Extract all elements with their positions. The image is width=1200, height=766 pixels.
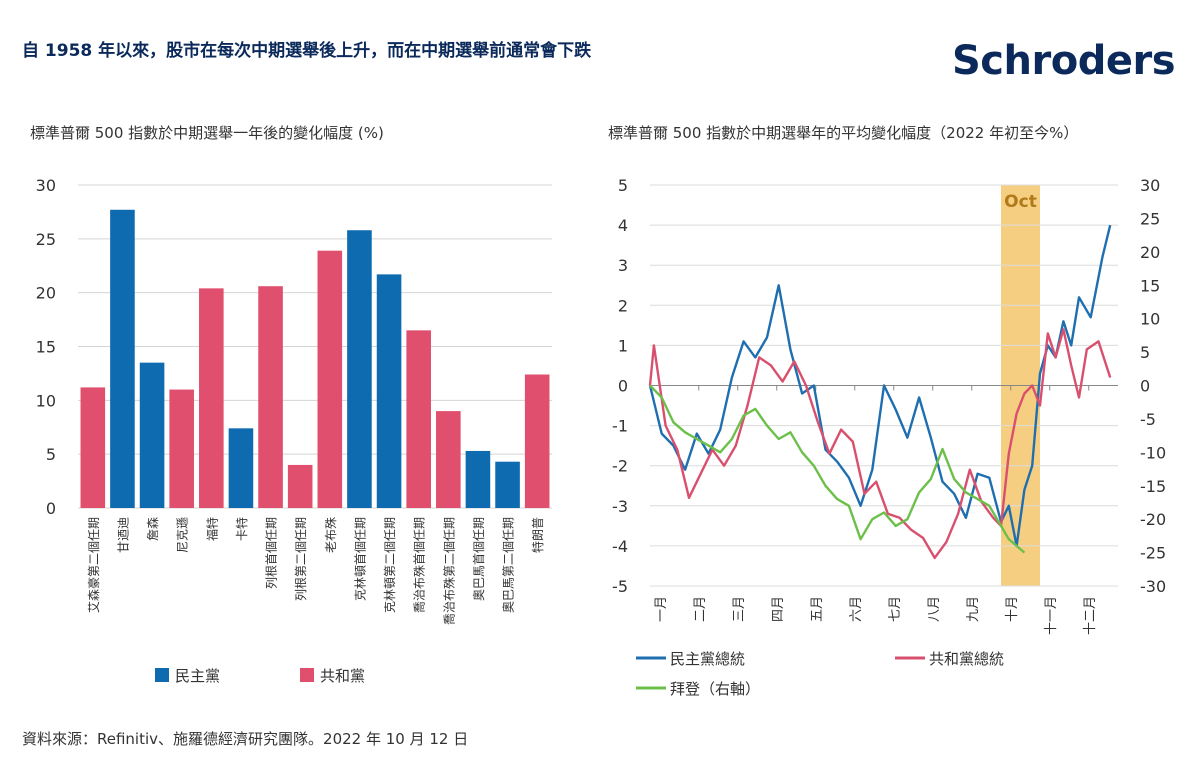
bar (199, 288, 224, 508)
bar (436, 411, 461, 508)
x-tick-label: 五月 (810, 596, 825, 622)
legend-swatch (300, 668, 314, 682)
bar (228, 428, 254, 508)
x-tick-label: 四月 (771, 596, 786, 622)
series-line (648, 328, 1112, 560)
y-tick-label: 10 (36, 391, 56, 410)
x-tick-label: 一月 (654, 596, 669, 622)
legend-label: 拜登（右軸） (670, 680, 760, 698)
y-tick-label: 25 (36, 230, 56, 249)
legend-label: 共和黨總統 (929, 650, 1004, 668)
x-tick-label: 八月 (927, 596, 942, 622)
y-left-tick-label: -2 (612, 457, 628, 476)
x-tick-label: 十一月 (1044, 596, 1059, 635)
x-tick-label: 尼克遜 (175, 517, 190, 553)
x-tick-label: 九月 (966, 596, 981, 622)
y-tick-label: 30 (36, 176, 56, 195)
x-tick-label: 二月 (693, 596, 708, 622)
x-tick-label: 卡特 (234, 517, 249, 541)
y-right-tick-label: 25 (1140, 209, 1160, 228)
right-chart-title: 標準普爾 500 指數於中期選舉年的平均變化幅度（2022 年初至今%） (608, 124, 1079, 142)
bar (347, 230, 372, 508)
y-left-tick-label: -5 (612, 577, 628, 596)
x-tick-label: 克林頓首個任期 (353, 517, 367, 601)
x-tick-label: 列根第二個任期 (294, 517, 308, 601)
bar (169, 389, 194, 508)
y-tick-label: 15 (36, 338, 56, 357)
source-note: 資料來源：Refinitiv、施羅德經濟研究團隊。2022 年 10 月 12 … (22, 730, 469, 748)
y-left-tick-label: 0 (618, 377, 628, 396)
bar (287, 464, 313, 508)
bar (139, 362, 165, 508)
y-right-tick-label: -10 (1140, 443, 1166, 462)
x-tick-label: 七月 (888, 596, 903, 622)
schroders-logo: Schroders (952, 38, 1176, 84)
y-right-tick-label: -20 (1140, 510, 1166, 529)
series-line (649, 384, 1026, 554)
x-tick-label: 奧巴馬首個任期 (472, 517, 486, 601)
x-tick-label: 老布殊 (323, 517, 338, 553)
y-right-tick-label: 0 (1140, 377, 1150, 396)
x-tick-label: 克林頓第二個任期 (383, 517, 397, 613)
y-right-tick-label: -15 (1140, 477, 1166, 496)
bar (258, 286, 283, 508)
y-left-tick-label: 4 (618, 216, 628, 235)
highlight-label: Oct (1004, 192, 1037, 212)
y-right-tick-label: 10 (1140, 310, 1160, 329)
y-right-tick-label: -30 (1140, 577, 1166, 596)
bar (465, 450, 491, 508)
bar (524, 374, 550, 508)
bar (495, 461, 520, 508)
x-tick-label: 喬治布殊第二個任期 (441, 517, 456, 625)
x-tick-label: 十二月 (1083, 596, 1098, 635)
x-tick-label: 喬治布殊首個任期 (412, 517, 427, 613)
y-left-tick-label: 1 (618, 336, 628, 355)
legend-label: 民主黨 (175, 667, 220, 685)
x-tick-label: 詹森 (145, 517, 160, 541)
y-right-tick-label: -25 (1140, 544, 1166, 563)
y-right-tick-label: 5 (1140, 343, 1150, 362)
bar (317, 250, 343, 508)
bar (406, 330, 431, 508)
y-left-tick-label: -3 (612, 497, 628, 516)
x-tick-label: 列根首個任期 (265, 517, 279, 589)
y-tick-label: 0 (46, 499, 56, 518)
y-right-tick-label: 15 (1140, 276, 1160, 295)
bar (110, 209, 135, 508)
y-left-tick-label: 2 (618, 296, 628, 315)
x-tick-label: 艾森豪第二個任期 (86, 517, 101, 613)
y-left-tick-label: -4 (612, 537, 628, 556)
y-left-tick-label: 3 (618, 256, 628, 275)
page-headline: 自 1958 年以來，股市在每次中期選舉後上升，而在中期選舉前通常會下跌 (22, 41, 592, 61)
x-tick-label: 奧巴馬第二個任期 (502, 517, 516, 613)
y-left-tick-label: 5 (618, 176, 628, 195)
bar (80, 387, 106, 508)
y-right-tick-label: 30 (1140, 176, 1160, 195)
y-tick-label: 20 (36, 284, 56, 303)
x-tick-label: 六月 (849, 596, 864, 622)
bar (376, 274, 402, 508)
legend-swatch (155, 668, 169, 682)
y-left-tick-label: -1 (612, 417, 628, 436)
x-tick-label: 甘迺迪 (116, 517, 130, 553)
x-tick-label: 十月 (1005, 596, 1020, 622)
left-chart-title: 標準普爾 500 指數於中期選舉一年後的變化幅度 (%) (30, 124, 384, 142)
x-tick-label: 三月 (732, 596, 747, 622)
x-tick-label: 特朗普 (530, 517, 545, 553)
legend-label: 民主黨總統 (670, 650, 745, 668)
y-right-tick-label: -5 (1140, 410, 1156, 429)
x-tick-label: 福特 (204, 517, 219, 541)
y-tick-label: 5 (46, 445, 56, 464)
bar-chart: 0 5 10 15 20 25 30 艾森豪第二個任期 甘迺迪 詹森 尼克遜 福特 卡特 列根首個任期 列根… (36, 176, 552, 685)
y-right-tick-label: 20 (1140, 243, 1160, 262)
legend-label: 共和黨 (320, 667, 365, 685)
